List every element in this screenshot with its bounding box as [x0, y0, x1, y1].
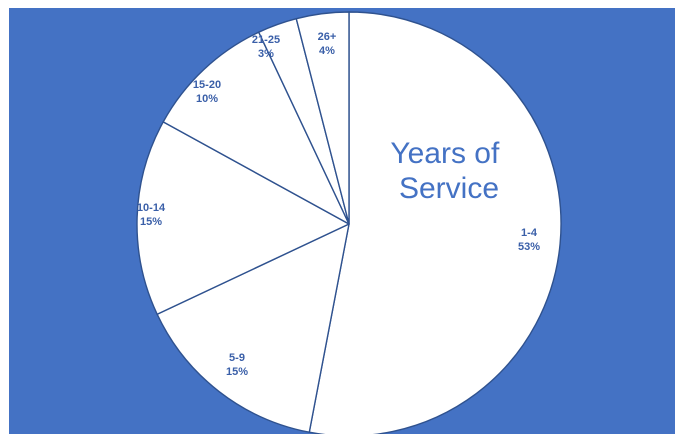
slice-percent: 15%	[140, 216, 162, 228]
pie-labels: 1-4 53%5-9 15%10-14 15%15-20 10%21-25 3%26+ 4%	[137, 31, 540, 378]
pie-slice-5-9	[156, 223, 350, 433]
pie-slice-1-4	[308, 11, 562, 434]
pie-chart: 1-4 53%5-9 15%10-14 15%15-20 10%21-25 3%26+ 4%…	[136, 11, 562, 434]
chart-panel: 1-4 53% 5-9 15% 10-14 15% 15-20 10% 21-25 3% 26+ 4%…	[9, 8, 675, 434]
pie-slice-26plus	[295, 11, 350, 225]
slice-label-26plus: 26+ 4%	[318, 31, 337, 57]
slice-label-5-9: 5-9 15%	[226, 352, 248, 378]
slice-percent: 15%	[226, 366, 248, 378]
slice-label-21-25: 21-25 3%	[252, 34, 280, 60]
chart-title-line-1: Years of	[390, 137, 500, 170]
slice-category: 10-14	[137, 202, 166, 214]
slice-label-10-14: 10-14 15%	[137, 202, 166, 228]
slice-category: 1-4	[521, 227, 538, 239]
chart-title: Years of Service	[390, 137, 507, 205]
slice-category: 5-9	[229, 352, 245, 364]
slice-percent: 53%	[518, 241, 540, 253]
slice-category: 21-25	[252, 34, 280, 46]
slice-percent: 10%	[196, 93, 218, 105]
chart-title-line-2: Service	[399, 172, 499, 205]
pie-slice-15-20	[162, 31, 350, 225]
slice-category: 15-20	[193, 79, 221, 91]
slice-category: 26+	[318, 31, 337, 43]
slice-percent: 4%	[319, 45, 335, 57]
pie-slices	[136, 11, 562, 434]
slice-label-1-4: 1-4 53%	[518, 227, 540, 253]
slice-percent: 3%	[258, 48, 274, 60]
slice-label-15-20: 15-20 10%	[193, 79, 221, 105]
pie-slice-10-14	[136, 121, 350, 315]
